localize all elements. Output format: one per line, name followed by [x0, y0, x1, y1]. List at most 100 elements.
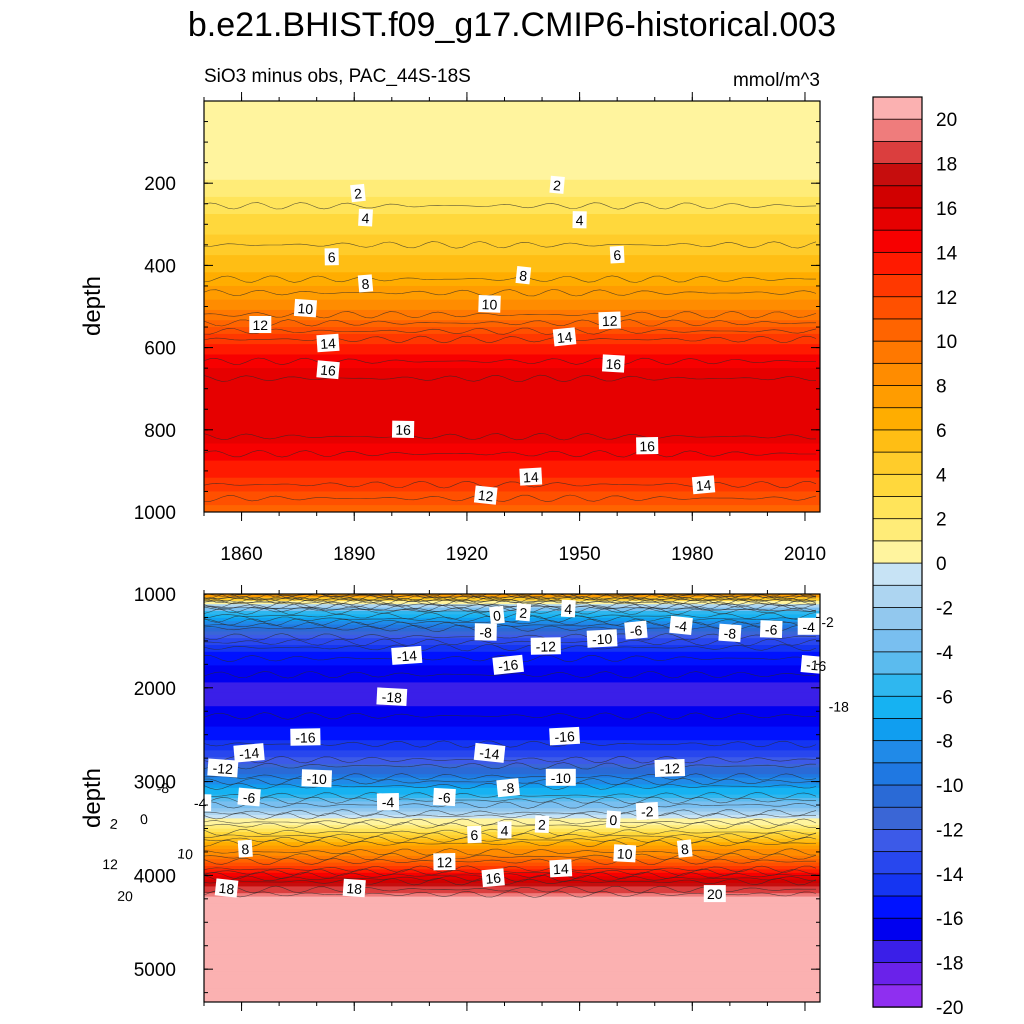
contour-line	[204, 633, 817, 641]
y-tick-label: 1000	[134, 585, 176, 606]
contour-label-box	[624, 620, 648, 640]
contour-label: -18	[823, 697, 854, 715]
colorbar-swatch	[872, 229, 923, 254]
field-band	[204, 385, 820, 390]
field-band	[204, 696, 820, 700]
contour-label-text: -10	[592, 630, 613, 647]
contour-label-text: -12	[212, 760, 234, 777]
field-band	[204, 142, 820, 147]
contour-label-text: 12	[477, 487, 494, 505]
contour-label: 16	[601, 354, 625, 373]
colorbar-swatch	[872, 540, 923, 564]
contour-label: 6	[467, 825, 482, 844]
colorbar-swatch	[872, 96, 923, 120]
axis-ticks	[203, 585, 820, 1011]
contour-line	[204, 638, 817, 646]
contour-field	[204, 101, 820, 512]
field-band	[204, 364, 820, 369]
contour-label-box	[113, 886, 137, 905]
contour-label-text: 2	[538, 817, 547, 833]
contour-label: -14	[391, 645, 423, 665]
contour-label-text: -2	[821, 614, 834, 630]
colorbar-label: 2	[936, 510, 947, 531]
field-band	[204, 207, 820, 212]
field-band	[204, 470, 820, 475]
contour-label-text: 2	[353, 185, 363, 202]
field-band	[204, 859, 820, 864]
field-band	[204, 740, 820, 745]
contour-label-box	[718, 623, 742, 643]
field-band	[204, 675, 820, 680]
colorbar-swatch	[872, 251, 923, 276]
contour-label-box	[350, 183, 366, 203]
field-band	[204, 937, 820, 942]
field-band	[204, 638, 820, 643]
field-band	[204, 679, 820, 683]
x-tick-label: 1950	[558, 544, 600, 565]
field-band	[204, 798, 820, 802]
contour-line	[204, 812, 817, 820]
field-band	[204, 234, 820, 239]
colorbar-swatch	[872, 784, 923, 808]
contour-label-text: -14	[238, 745, 260, 763]
contour-label-text: -16	[554, 728, 575, 745]
contour-label-text: -18	[381, 689, 402, 706]
field-band	[204, 131, 820, 136]
contour-label: 16	[391, 420, 415, 438]
field-band	[204, 159, 820, 164]
field-band	[204, 988, 820, 993]
colorbar-swatch	[872, 962, 923, 986]
colorbar-swatch	[872, 629, 923, 653]
contour-label-box	[324, 248, 339, 266]
contour-label: -8	[474, 623, 497, 641]
field-band	[204, 651, 820, 656]
y-tick-label: 200	[144, 174, 176, 195]
contour-label: 0	[605, 810, 622, 829]
contour-label-text: 2	[519, 604, 528, 621]
contour-label-box	[560, 599, 576, 618]
field-band	[204, 508, 820, 512]
contour-label: 6	[609, 245, 625, 264]
field-band	[204, 896, 820, 901]
contour-label: 2	[549, 175, 565, 194]
contour-label-box	[316, 360, 340, 380]
contour-label-box	[474, 623, 497, 641]
contour-label-box	[519, 467, 543, 486]
contour-label: 12	[473, 485, 498, 505]
contour-line	[204, 877, 817, 886]
colorbar-swatch	[872, 584, 923, 609]
contour-label-text: 0	[492, 607, 502, 624]
colorbar-label: -8	[936, 732, 953, 753]
x-tick-label: 1980	[671, 544, 713, 565]
contour-label-box	[515, 603, 532, 622]
colorbar-label: 0	[936, 554, 947, 575]
contour-label: 10	[173, 843, 197, 863]
field-band	[204, 196, 820, 201]
field-band	[204, 464, 820, 469]
contour-label: 14	[552, 327, 577, 347]
field-band	[204, 930, 820, 935]
field-band	[204, 101, 820, 106]
field-band	[204, 296, 820, 301]
contour-label-box	[572, 211, 587, 229]
contour-label: -12	[654, 758, 686, 778]
contour-label-box	[759, 620, 783, 638]
field-band	[204, 872, 820, 877]
contour-line	[204, 839, 816, 848]
field-band	[204, 631, 820, 636]
field-band	[204, 716, 820, 721]
contour-label: 0	[136, 809, 152, 828]
field-band	[204, 320, 820, 325]
field-band	[204, 934, 820, 938]
colorbar-swatch	[872, 762, 923, 786]
field-band	[204, 412, 820, 417]
field-band	[204, 381, 820, 386]
contour-label-text: 8	[241, 841, 250, 858]
contour-label-box	[691, 475, 716, 495]
contour-line	[204, 773, 817, 781]
contour-label-box	[497, 821, 512, 839]
contour-label-text: 4	[361, 210, 370, 226]
field-band	[204, 368, 820, 373]
contour-label-box	[635, 802, 659, 821]
field-band	[204, 617, 820, 622]
